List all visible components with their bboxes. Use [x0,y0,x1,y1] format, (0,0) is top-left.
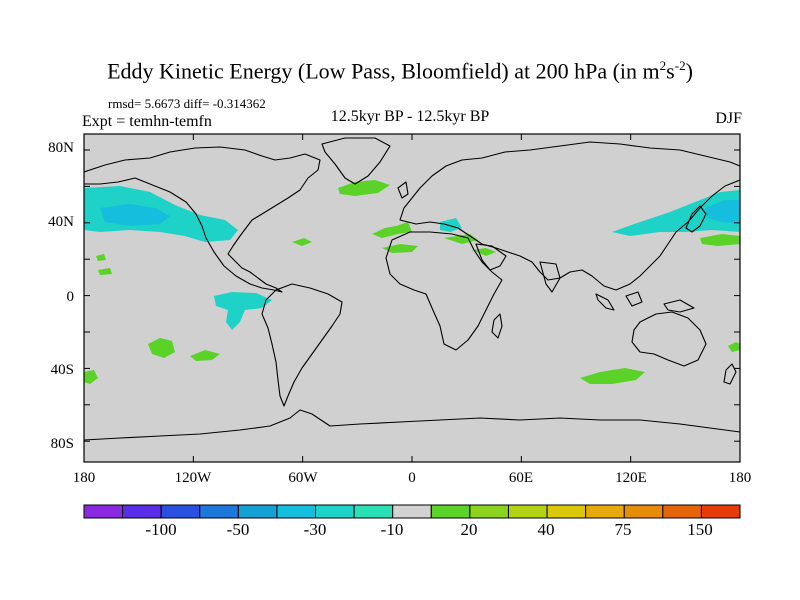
colorbar-box [700,504,741,519]
sumatra-coastline [595,293,615,311]
coastlines [84,137,740,441]
colorbar-box [430,504,471,519]
colorbar-box [122,504,162,519]
axis-ticks [83,134,741,462]
south-atlantic-positive-region [84,370,98,384]
tropical-pacific-negative-region [214,292,272,330]
colorbar-label-8: 150 [687,520,713,539]
plot-title: Eddy Kinetic Energy (Low Pass, Bloomfiel… [0,58,800,84]
eurasia-coastline [399,141,740,291]
new-zealand-coastline [723,363,737,385]
stats-label: rmsd= 5.6673 diff= -0.314362 [108,96,266,111]
season-label: DJF [715,110,742,127]
colorbar-box [315,504,355,519]
title-text: Eddy Kinetic Energy (Low Pass, Bloomfiel… [107,58,660,84]
y-tick-label-1: 80N [48,140,74,156]
period-label: 12.5kyr BP - 12.5kyr BP [330,108,490,125]
y-tick-label-2: 40N [48,214,74,230]
x-tick-label-7: 180 [728,470,752,486]
y-tick-label-4: 40S [50,362,74,378]
colorbar-box [199,504,239,519]
south-america-coastline [261,283,343,407]
colorbar-box [507,504,548,519]
colorbar-box [469,504,509,519]
south-pacific-positive-region [148,338,175,358]
colorbar-box [662,504,702,519]
west-pacific-core-region [705,200,740,224]
india-coastline [539,261,561,293]
colorbar-label-5: 20 [460,520,478,539]
x-tick-label-6: 120E [615,470,647,486]
x-tick-label-3: 60W [288,470,318,486]
y-tick-label-3: 0 [66,289,75,305]
x-tick-label-5: 60E [508,470,534,486]
south-pacific-positive-region-2 [190,350,220,361]
colorbar-box [585,504,625,519]
x-tick-label-4: 0 [408,470,416,486]
west-pacific-negative-region [612,190,740,236]
colorbar-label-7: 75 [614,520,632,539]
y-tick-label-5: 80S [50,436,74,452]
british-isles-coastline [397,181,409,199]
mediterranean-negative-region [440,218,462,232]
tasman-positive-region [728,342,740,352]
atlantic-small-positive-region [292,238,312,246]
colorbar-box [353,504,394,519]
north-atlantic-positive-region [338,180,390,196]
title-sup-2: -2 [674,58,686,73]
colorbar-box [623,504,664,519]
colorbar-label-3: -30 [303,520,327,539]
colorbar-label-4: -10 [380,520,404,539]
north-africa-positive-region [382,244,418,253]
pacific-small-positive-region [96,254,106,261]
colorbar-box [276,504,317,519]
x-tick-label-1: 180 [72,470,96,486]
anomaly-contours [84,180,740,384]
madagascar-coastline [491,313,503,339]
title-text-end: ) [685,58,693,84]
japan-coastline [685,205,707,233]
pacific-small-positive-region-2 [98,268,112,275]
title-text-mid: s [666,58,675,84]
borneo-coastline [625,291,643,307]
title-sup-1: 2 [659,58,667,73]
south-indian-positive-region [580,368,645,384]
colorbar-box [546,504,587,519]
colorbar-box [237,504,278,519]
colorbar-label-2: -50 [226,520,250,539]
antarctica-coastline [84,409,740,441]
arabia-coastline [475,243,507,271]
experiment-label: Expt = temhn-temfn [82,113,212,130]
map-background [84,134,740,462]
colorbar-box [392,504,432,519]
colorbar-box [160,504,201,519]
x-tick-label-2: 120W [174,470,212,486]
colorbar [83,504,741,519]
north-america-coastline [84,146,321,293]
greenland-coastline [321,137,391,185]
colorbar-label-1: -100 [145,520,177,539]
new-guinea-coastline [663,299,695,313]
mid-atlantic-positive-region [372,222,412,238]
colorbar-box [83,504,124,519]
australia-coastline [631,311,707,367]
africa-coastline [385,231,503,351]
colorbar-label-6: 40 [537,520,555,539]
west-pacific-positive-region [700,234,740,246]
north-pacific-core-region [100,204,170,226]
